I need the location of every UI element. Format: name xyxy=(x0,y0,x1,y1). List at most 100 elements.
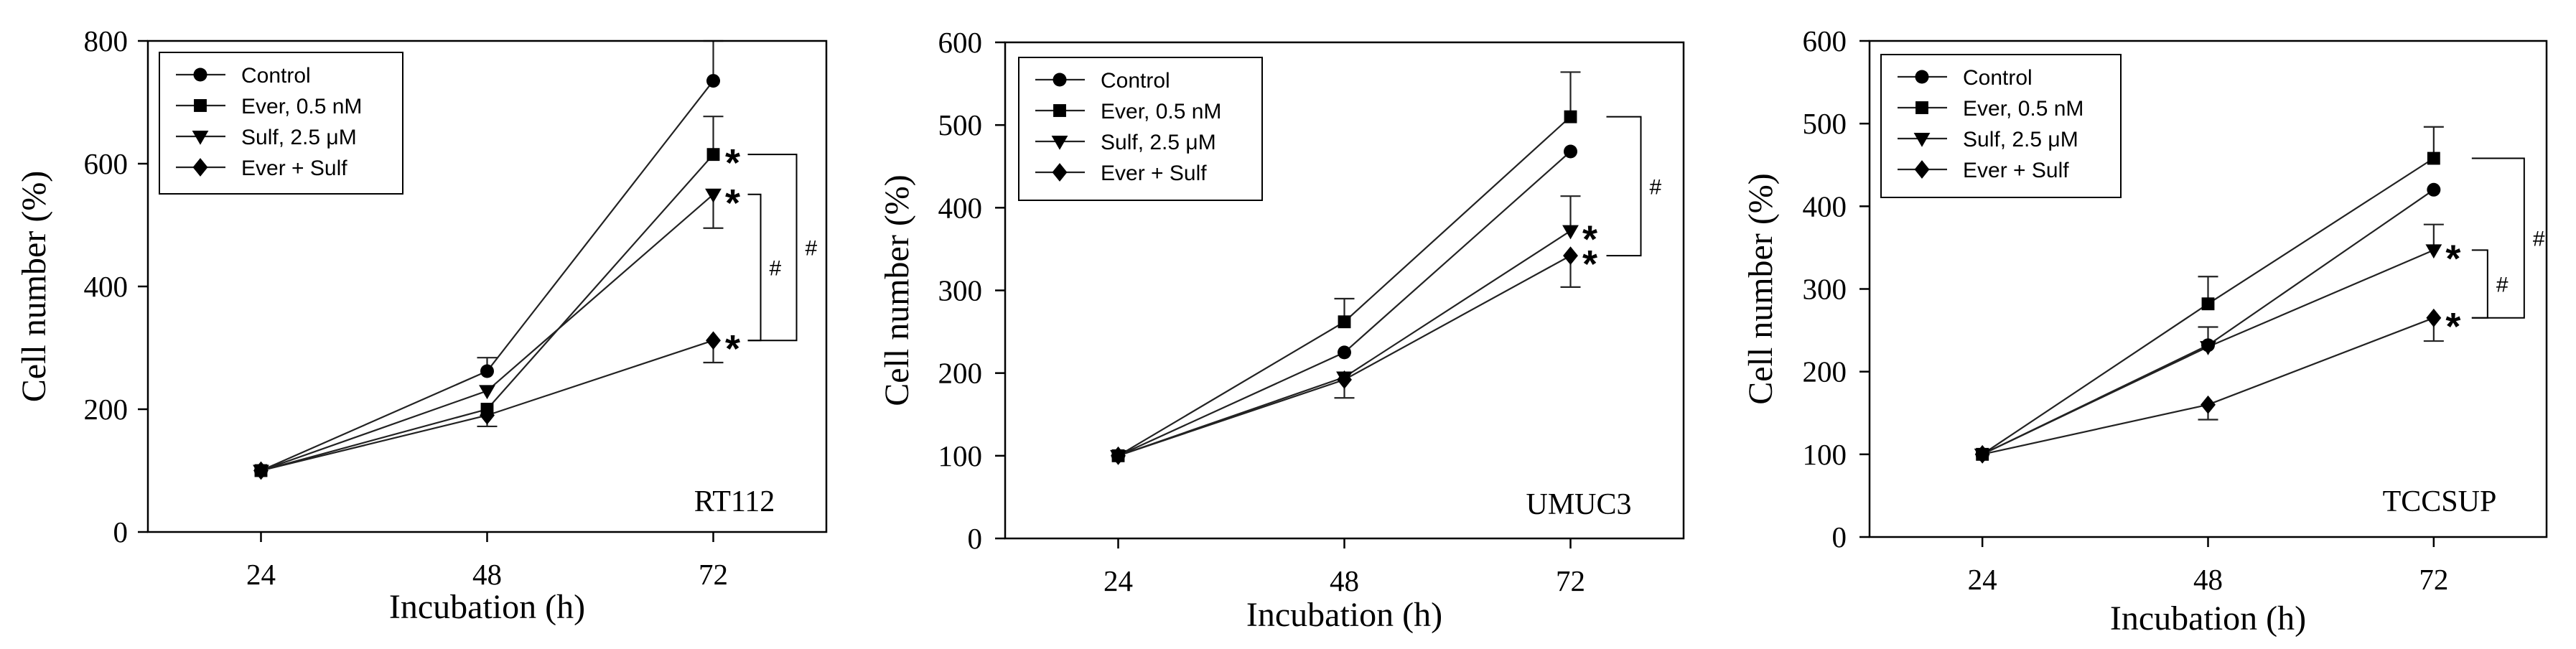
legend-item: Ever, 0.5 nM xyxy=(1035,100,1221,123)
chart-panel-2: 0 100 200 300 400 500 600 24 48 72 Incubation (h) C… xyxy=(878,26,1685,634)
data-point-control xyxy=(2427,182,2441,197)
legend: Control Ever, 0.5 nM Sulf, 2.5 μM Ever + Su… xyxy=(159,52,403,195)
bracket-line xyxy=(2471,249,2488,319)
y-tick-label: 400 xyxy=(84,270,129,303)
x-tick-label: 24 xyxy=(1968,563,1997,596)
legend-item: Sulf, 2.5 μM xyxy=(1898,128,2078,151)
panel-label: RT112 xyxy=(694,485,775,518)
y-tick-label: 200 xyxy=(1803,355,1847,388)
legend-label: Sulf, 2.5 μM xyxy=(1101,131,1216,154)
legend-label: Sulf, 2.5 μM xyxy=(1963,128,2078,151)
data-point-ever-sulf xyxy=(2201,395,2216,414)
y-axis-title: Cell number (%) xyxy=(878,174,916,406)
x-axis-title: Incubation (h) xyxy=(1246,596,1442,634)
significance-bracket: # xyxy=(2471,249,2509,319)
data-point-sulf-2-5-m xyxy=(1562,225,1579,240)
series-line-sulf-2-5-m xyxy=(261,193,714,472)
y-tick-label: 0 xyxy=(968,522,983,555)
chart-panel-1: 0 200 400 600 800 24 48 72 Incubation (h) Cell nu… xyxy=(15,24,828,626)
significance-asterisk: * xyxy=(2445,305,2460,348)
significance-hash: # xyxy=(1650,175,1662,199)
data-point-ever-sulf xyxy=(1111,446,1126,465)
triangle-down-marker-icon xyxy=(1913,133,1931,147)
legend-label: Sulf, 2.5 μM xyxy=(241,126,357,149)
square-marker-icon xyxy=(1915,101,1928,114)
y-tick-label: 200 xyxy=(84,393,129,426)
data-point-control xyxy=(1338,345,1351,360)
data-point-ever-0-5-nm xyxy=(706,148,720,162)
legend-item: Ever, 0.5 nM xyxy=(1898,97,2083,121)
significance-asterisk: * xyxy=(1582,243,1597,286)
plot-area xyxy=(1974,126,2444,464)
x-tick-label: 24 xyxy=(246,558,276,591)
data-point-ever-sulf xyxy=(1337,370,1352,389)
data-point-ever-sulf xyxy=(1563,246,1578,266)
bracket-line xyxy=(747,154,798,342)
data-point-sulf-2-5-m xyxy=(2200,341,2216,355)
legend-label: Ever, 0.5 nM xyxy=(1101,100,1221,123)
diamond-marker-icon xyxy=(1052,163,1068,182)
bracket-line xyxy=(2471,157,2525,319)
significance-hash: # xyxy=(770,256,782,280)
legend-label: Ever + Sulf xyxy=(241,157,347,180)
y-tick-label: 500 xyxy=(938,108,983,141)
y-tick-label: 400 xyxy=(1803,190,1847,223)
legend-item: Control xyxy=(176,64,311,88)
triangle-down-marker-icon xyxy=(1051,136,1068,150)
legend-label: Control xyxy=(241,64,311,88)
y-tick-label: 600 xyxy=(1803,24,1847,57)
significance-asterisk: * xyxy=(725,327,740,370)
data-point-sulf-2-5-m xyxy=(479,385,495,400)
legend-item: Ever + Sulf xyxy=(1898,159,2069,182)
error-bar-ever-0-5-nm xyxy=(1560,71,1581,117)
y-tick-label: 300 xyxy=(938,274,983,307)
triangle-down-marker-icon xyxy=(192,131,209,145)
x-tick-label: 72 xyxy=(699,558,728,591)
data-point-control xyxy=(706,74,720,88)
x-tick-label: 48 xyxy=(1330,564,1359,597)
x-axis-title: Incubation (h) xyxy=(2110,599,2306,638)
significance-bracket: # xyxy=(747,193,782,342)
legend-item: Sulf, 2.5 μM xyxy=(1035,131,1216,154)
data-point-sulf-2-5-m xyxy=(705,188,722,203)
data-point-ever-0-5-nm xyxy=(1564,110,1577,123)
y-tick-label: 600 xyxy=(938,26,983,59)
panel-label: TCCSUP xyxy=(2383,485,2497,518)
legend-item: Sulf, 2.5 μM xyxy=(176,126,357,149)
legend-item: Ever + Sulf xyxy=(1035,162,1207,185)
x-tick-label: 72 xyxy=(2419,563,2448,596)
square-marker-icon xyxy=(194,99,207,112)
significance-bracket: # xyxy=(1606,116,1662,257)
y-tick-label: 300 xyxy=(1803,273,1847,306)
legend-item: Control xyxy=(1898,66,2033,90)
data-point-ever-0-5-nm xyxy=(1338,315,1351,329)
y-tick-label: 500 xyxy=(1803,107,1847,140)
data-point-ever-0-5-nm xyxy=(2201,297,2215,311)
y-tick-label: 200 xyxy=(938,357,983,390)
legend-item: Ever + Sulf xyxy=(176,157,347,180)
circle-marker-icon xyxy=(1053,73,1067,87)
y-tick-label: 0 xyxy=(113,515,129,548)
data-point-control xyxy=(480,364,494,378)
x-tick-label: 24 xyxy=(1103,564,1133,597)
data-point-ever-sulf xyxy=(2426,308,2442,327)
y-tick-label: 100 xyxy=(1803,438,1847,471)
y-axis-title: Cell number (%) xyxy=(15,171,53,403)
series-line-sulf-2-5-m xyxy=(1118,230,1572,457)
data-point-ever-sulf xyxy=(253,461,269,480)
y-tick-label: 0 xyxy=(1832,520,1847,554)
data-point-ever-0-5-nm xyxy=(2427,151,2440,165)
x-axis-title: Incubation (h) xyxy=(389,588,585,626)
significance-asterisk: * xyxy=(725,141,740,185)
legend-label: Ever, 0.5 nM xyxy=(241,95,362,118)
legend: Control Ever, 0.5 nM Sulf, 2.5 μM Ever + Su… xyxy=(1018,57,1263,201)
x-tick-label: 48 xyxy=(472,558,502,591)
significance-hash: # xyxy=(2533,228,2545,251)
x-tick-label: 48 xyxy=(2193,563,2223,596)
x-tick-label: 72 xyxy=(1556,564,1585,597)
circle-marker-icon xyxy=(1915,70,1929,84)
legend-item: Ever, 0.5 nM xyxy=(176,95,362,118)
y-axis-title: Cell number (%) xyxy=(1742,173,1780,405)
chart-panel-3: 0 100 200 300 400 500 600 24 48 72 Incubation (h) C… xyxy=(1742,24,2548,638)
plot-area xyxy=(1110,71,1581,465)
